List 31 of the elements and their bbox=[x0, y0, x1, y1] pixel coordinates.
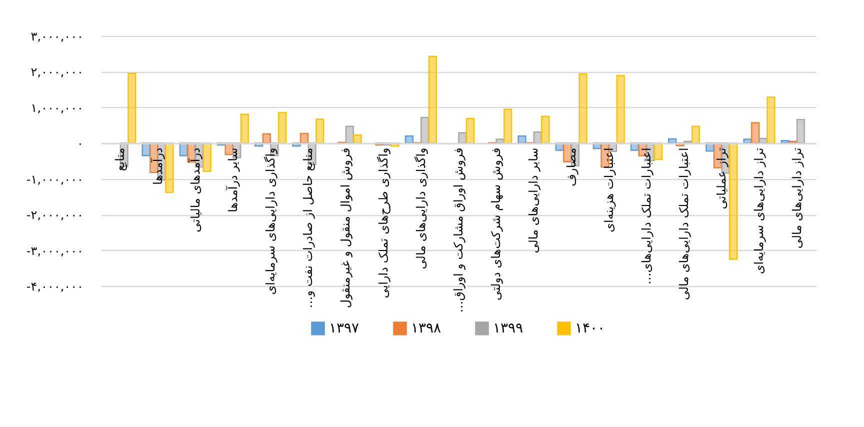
x-tick-label: واگذاری طرح‌های تملک دارایی bbox=[376, 148, 390, 298]
x-tick-label: درآمدهای مالیاتی bbox=[187, 148, 202, 232]
x-tick-label: فروش اموال منقول و غیرمنقول bbox=[338, 148, 353, 308]
y-tick-label: -۱,۰۰۰,۰۰۰ bbox=[26, 172, 84, 186]
x-tick-label: منابع حاصل از صادرات نفت و… bbox=[301, 148, 316, 308]
x-tick-label: تراز عملیاتی bbox=[714, 148, 729, 210]
y-tick-label: -۲,۰۰۰,۰۰۰ bbox=[26, 208, 84, 222]
y-tick-label: ۲,۰۰۰,۰۰۰ bbox=[30, 65, 84, 80]
y-tick-label: ۰ bbox=[77, 136, 84, 151]
x-tick-label: درآمدها bbox=[150, 148, 165, 185]
x-tick-label: مصارف bbox=[564, 148, 578, 186]
x-tick-label: سایر درآمدها bbox=[224, 148, 240, 212]
x-tick-label: منابع bbox=[113, 148, 128, 172]
x-tick-label: اعتبارات تملک دارایی‌های مالی bbox=[677, 148, 692, 300]
x-tick-label: واگذاری دارایی‌های مالی bbox=[414, 148, 428, 270]
legend-label: ۱۳۹۹ bbox=[493, 320, 524, 336]
y-tick-label: -۳,۰۰۰,۰۰۰ bbox=[26, 244, 84, 258]
y-tick-label: -۴,۰۰۰,۰۰۰ bbox=[26, 280, 84, 294]
legend-label: ۱۴۰۰ bbox=[575, 320, 606, 336]
x-tick-label: سایر دارایی‌های مالی bbox=[526, 148, 541, 254]
x-tick-label: واگذاری دارایی‌های سرمایه‌ای bbox=[264, 148, 278, 295]
legend-label: ۱۳۹۸ bbox=[411, 320, 442, 336]
x-tick-label: فروش اوراق مشارکت و اوراق… bbox=[452, 148, 466, 313]
y-tick-label: ۳,۰۰۰,۰۰۰ bbox=[30, 30, 84, 44]
x-tick-label: فروش سهام شرکت‌های دولتی bbox=[489, 148, 504, 301]
y-tick-label: ۱,۰۰۰,۰۰۰ bbox=[30, 100, 84, 115]
x-tick-label: تراز دارایی‌های سرمایه‌ای bbox=[752, 148, 766, 274]
x-tick-label: اعتبارات هزینه‌ای bbox=[602, 148, 616, 232]
x-tick-label: تراز دارایی‌های مالی bbox=[790, 148, 804, 249]
legend-label: ۱۳۹۷ bbox=[329, 320, 360, 336]
x-tick-label: اعتبارات تملک دارایی‌های… bbox=[639, 148, 654, 285]
